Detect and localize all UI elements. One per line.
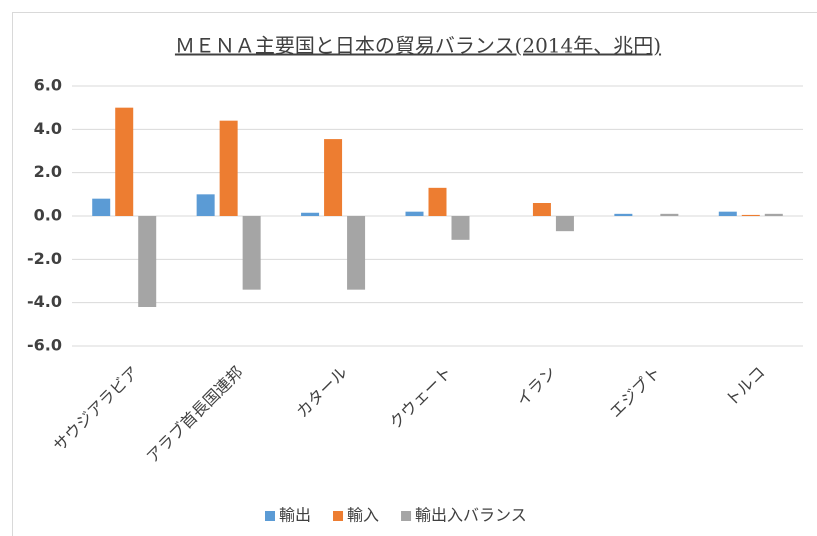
bar [138,216,157,307]
y-tick-label: 6.0 [34,76,62,95]
bar [718,211,737,216]
legend-swatch [333,511,344,521]
bar [92,198,111,216]
y-tick-label: -6.0 [27,336,62,355]
bar [764,213,783,216]
bar [555,216,574,232]
bar [532,203,551,216]
legend-label: 輸入 [347,506,379,525]
bar [660,213,679,216]
y-tick-label: 0.0 [34,206,62,225]
bar [115,107,134,216]
chart-title: ＭＥＮＡ主要国と日本の貿易バランス(2014年、兆円) [175,34,661,58]
bar [347,216,366,290]
bar [741,214,760,216]
legend-label: 輸出入バランス [415,506,527,525]
bar [219,120,238,216]
y-tick-label: -2.0 [27,249,62,268]
bar [196,194,215,216]
bar [405,211,424,216]
bar [301,212,320,216]
y-tick-label: 4.0 [34,119,62,138]
y-tick-label: 2.0 [34,162,62,181]
bar [324,139,343,216]
legend-label: 輸出 [279,506,311,525]
bar [428,187,447,216]
bar [242,216,261,290]
bar [451,216,470,240]
chart-frame [12,12,817,536]
y-tick-label: -4.0 [27,292,62,311]
legend-swatch [265,511,275,521]
legend-swatch [401,511,412,521]
bar [614,213,633,216]
